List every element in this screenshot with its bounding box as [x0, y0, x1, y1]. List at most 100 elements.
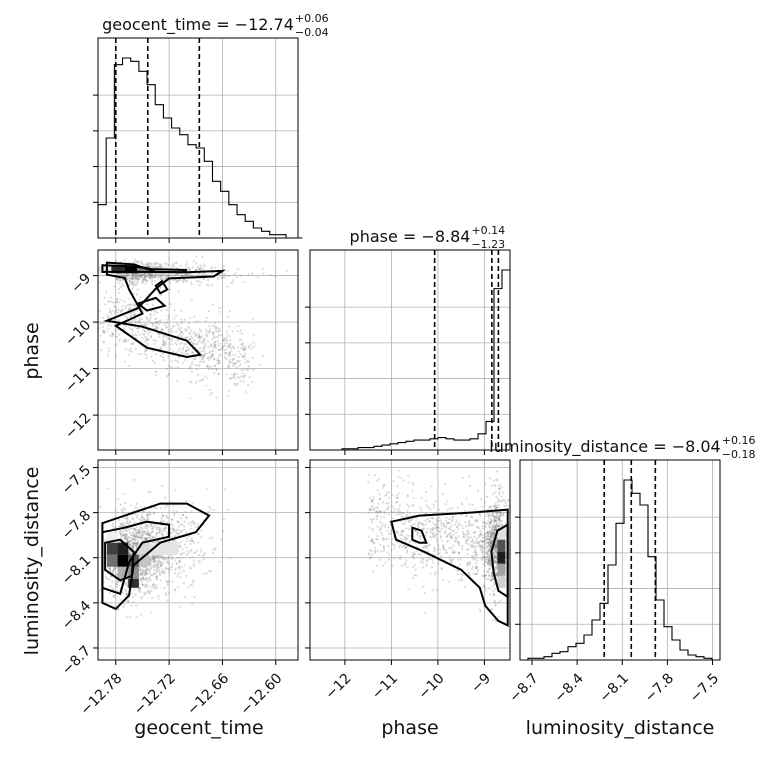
sample-point [449, 534, 453, 537]
sample-point [145, 532, 148, 535]
sample-point [191, 540, 194, 543]
sample-point [172, 527, 175, 531]
sample-point [477, 543, 481, 546]
sample-point [399, 511, 402, 515]
sample-point [479, 610, 482, 613]
sample-point [129, 276, 132, 280]
sample-point [132, 517, 135, 521]
sample-point [403, 538, 406, 541]
sample-point [147, 531, 150, 535]
sample-point [436, 529, 439, 532]
sample-point [126, 533, 129, 536]
sample-point [132, 292, 135, 295]
sample-point [135, 615, 138, 618]
sample-point [379, 526, 382, 529]
sample-point [411, 566, 414, 569]
title-geocent_time-minus: −0.04 [295, 26, 329, 39]
sample-point [435, 522, 438, 526]
sample-point [383, 537, 386, 540]
sample-point [404, 515, 407, 518]
sample-point [159, 520, 162, 524]
sample-point [111, 524, 114, 527]
sample-point [152, 556, 156, 560]
sample-point [154, 276, 157, 279]
sample-point [425, 546, 429, 549]
sample-point [117, 590, 120, 593]
sample-point [167, 274, 171, 277]
sample-point [175, 351, 178, 354]
sample-point [162, 570, 165, 573]
sample-point [387, 537, 390, 540]
sample-point [128, 307, 131, 310]
sample-point [151, 558, 154, 561]
sample-point [129, 321, 132, 324]
sample-point [125, 615, 128, 619]
sample-point [156, 326, 159, 329]
sample-point [210, 365, 213, 368]
sample-point [133, 283, 137, 286]
sample-point [448, 517, 451, 521]
sample-point [402, 523, 405, 526]
sample-point [144, 275, 147, 278]
sample-point [161, 514, 165, 517]
sample-point [134, 506, 137, 509]
sample-point [228, 351, 231, 354]
sample-point [114, 328, 117, 331]
sample-point [491, 585, 494, 588]
sample-point [153, 556, 156, 560]
sample-point [246, 369, 249, 372]
sample-point [179, 544, 182, 548]
sample-point [141, 336, 144, 340]
sample-point [498, 521, 501, 525]
sample-point [482, 540, 485, 543]
sample-point [223, 276, 226, 279]
sample-point [145, 357, 148, 360]
sample-point [181, 547, 184, 551]
sample-point [495, 548, 498, 552]
sample-point [135, 321, 138, 324]
sample-point [156, 273, 160, 276]
sample-point [125, 534, 128, 537]
sample-point [487, 549, 490, 552]
sample-point [214, 327, 217, 330]
sample-point [139, 274, 142, 277]
sample-point [176, 575, 179, 578]
sample-point [164, 340, 168, 343]
sample-point [456, 572, 459, 576]
sample-point [136, 280, 139, 283]
sample-point [149, 537, 152, 540]
sample-point [141, 573, 144, 576]
sample-point [130, 277, 133, 280]
sample-point [193, 523, 196, 526]
sample-point [145, 523, 148, 526]
sample-point [259, 363, 262, 366]
sample-point [160, 556, 163, 559]
x-axis-label-geocent-time: geocent_time [134, 717, 263, 739]
sample-point [489, 535, 492, 538]
sample-point [143, 275, 146, 278]
sample-point [148, 276, 151, 279]
sample-point [140, 537, 143, 540]
panel-phase-vs-geocent_time [98, 250, 298, 450]
sample-point [152, 313, 156, 316]
sample-point [154, 556, 157, 559]
sample-point [107, 324, 110, 327]
sample-point [487, 587, 490, 590]
sample-point [197, 373, 200, 376]
sample-point [126, 540, 129, 543]
sample-point [155, 532, 159, 535]
sample-point [500, 513, 503, 516]
sample-point [430, 485, 433, 488]
sample-point [173, 535, 176, 538]
sample-point [178, 328, 181, 332]
sample-point [492, 531, 495, 535]
sample-point [141, 273, 144, 276]
sample-point [376, 525, 379, 528]
sample-point [242, 368, 246, 371]
sample-point [233, 377, 237, 380]
sample-point [229, 339, 232, 342]
sample-point [485, 552, 488, 555]
sample-point [173, 589, 176, 592]
sample-point [406, 566, 409, 569]
sample-point [481, 546, 484, 549]
